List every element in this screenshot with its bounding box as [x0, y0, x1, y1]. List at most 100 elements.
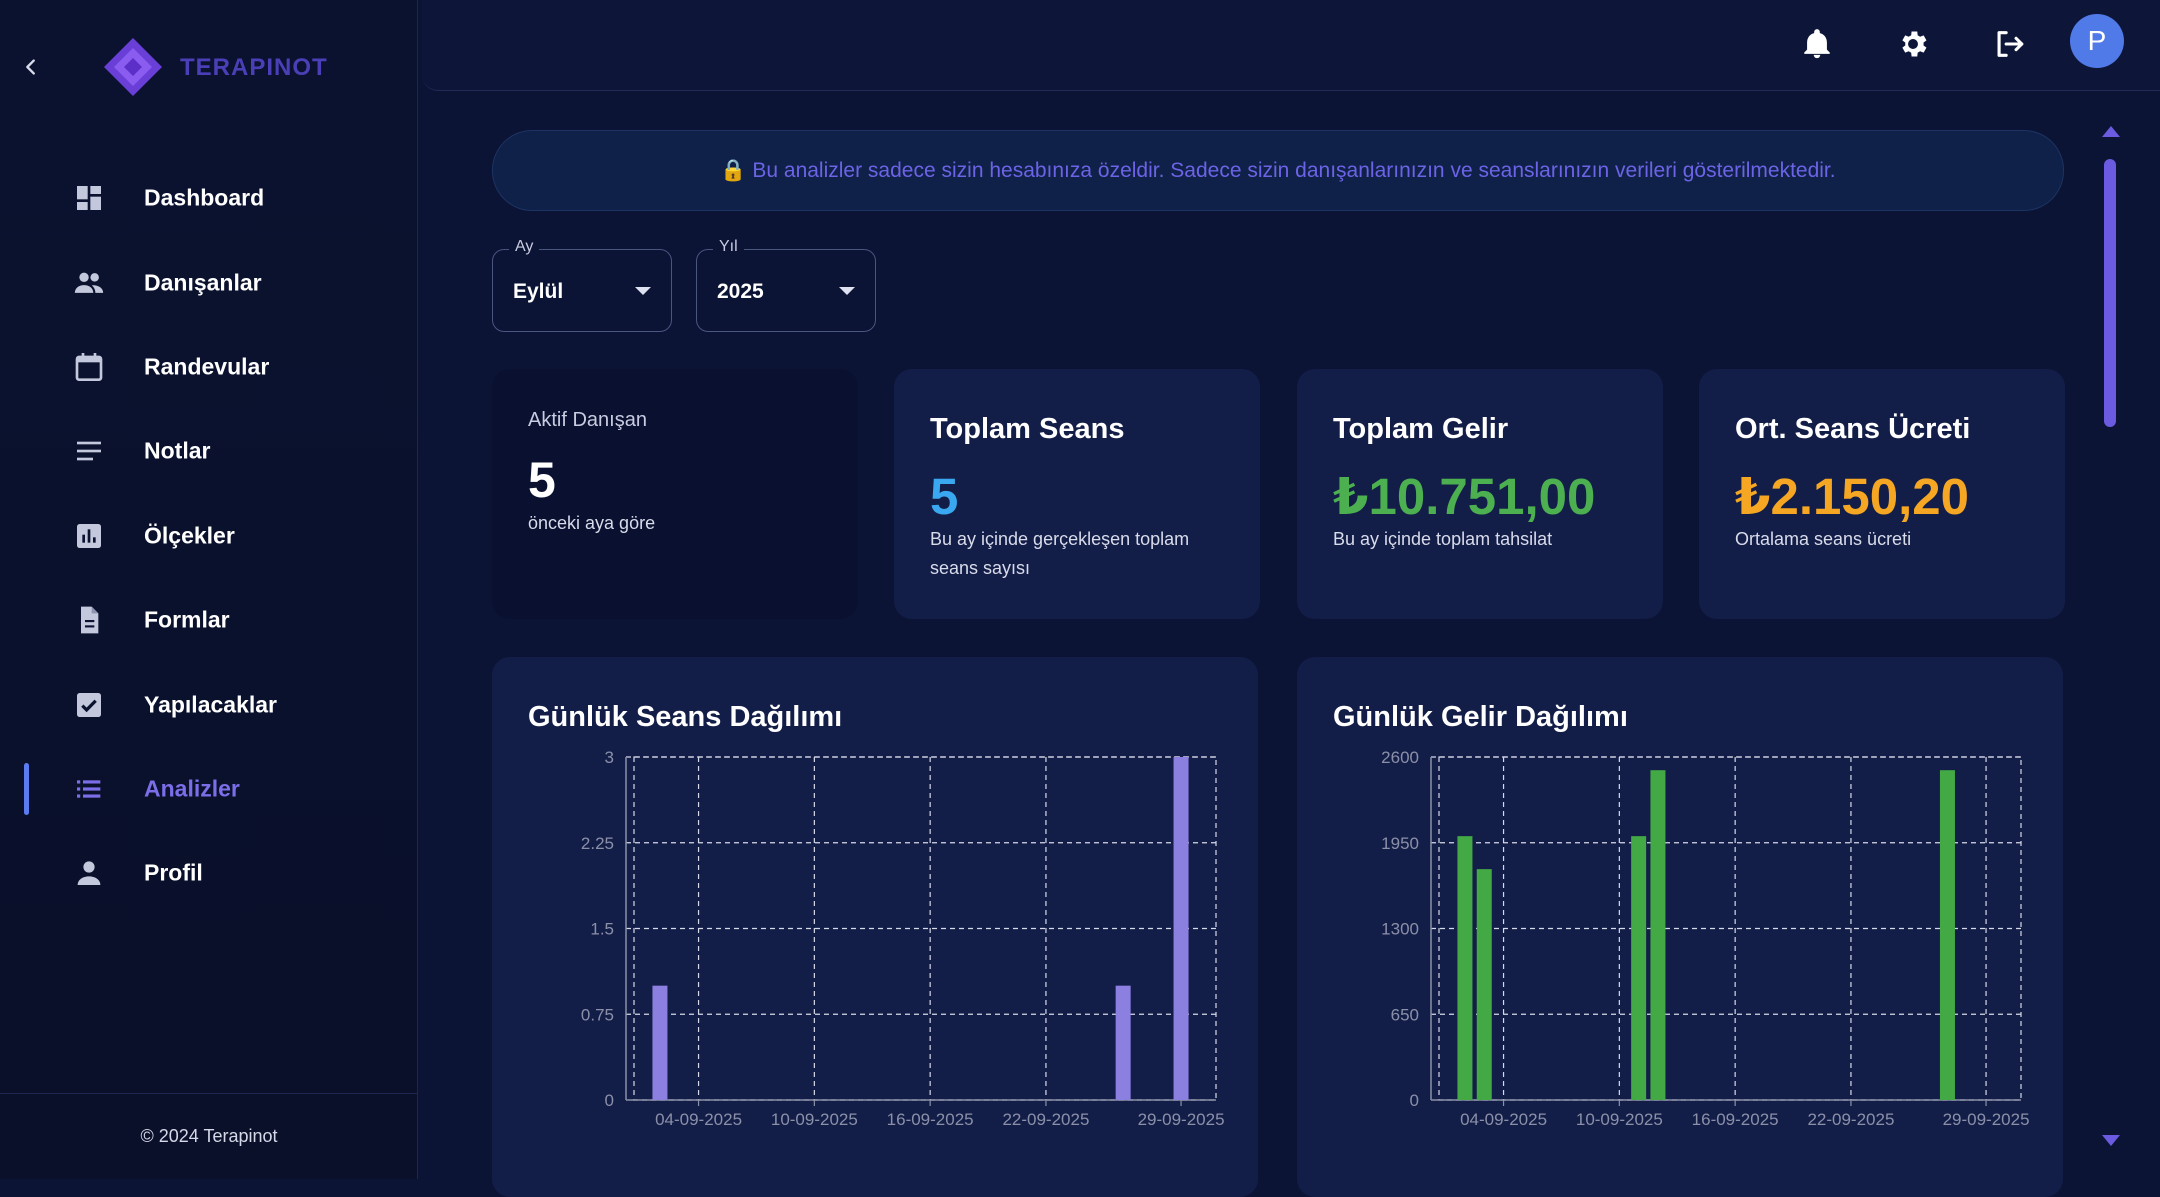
bar-chart-icon — [72, 519, 106, 553]
x-tick-label: 22-09-2025 — [1002, 1110, 1089, 1129]
settings-button[interactable] — [1891, 22, 1935, 66]
x-tick-label: 04-09-2025 — [1460, 1110, 1547, 1129]
sidebar-item-formlar[interactable]: Formlar — [0, 578, 418, 662]
y-tick-label: 0 — [605, 1091, 614, 1110]
banner-text: 🔒 Bu analizler sadece sizin hesabınıza ö… — [720, 158, 1836, 182]
stat-subtitle: Ortalama seans ücreti — [1735, 529, 1912, 549]
sidebar-item-danisanlar[interactable]: Danışanlar — [0, 240, 418, 324]
y-tick-label: 2.25 — [581, 834, 614, 853]
bar — [1650, 770, 1666, 1100]
copyright-text: © 2024 Terapinot — [140, 1126, 278, 1146]
sidebar-item-profil[interactable]: Profil — [0, 831, 418, 915]
logo-icon — [104, 38, 162, 96]
y-tick-label: 2600 — [1381, 748, 1419, 767]
avatar[interactable]: P — [2070, 14, 2124, 68]
sidebar-item-label: Dashboard — [144, 184, 265, 211]
stat-card-avg-fee: Ort. Seans Ücreti ₺2.150,20 Ortalama sea… — [1699, 369, 2065, 619]
x-tick-label: 29-09-2025 — [1138, 1110, 1225, 1129]
stat-title: Ort. Seans Ücreti — [1735, 413, 1971, 445]
scroll-down-arrow-icon[interactable] — [2102, 1135, 2120, 1146]
sessions-bar-chart: 0 0.75 1.5 2.25 3 04-09-2025 10-09-2025 16-09-2… — [581, 748, 1225, 1129]
sidebar-item-randevular[interactable]: Randevular — [0, 325, 418, 409]
month-select-label: Ay — [509, 238, 540, 256]
bar — [1115, 985, 1131, 1100]
stat-value: 5 — [930, 468, 959, 525]
bell-icon — [1804, 29, 1830, 59]
dropdown-arrow-icon — [635, 287, 651, 295]
sidebar-item-label: Formlar — [144, 606, 230, 633]
bar — [1457, 836, 1473, 1100]
x-tick-label: 22-09-2025 — [1807, 1110, 1894, 1129]
x-tick-label: 10-09-2025 — [1576, 1110, 1663, 1129]
chart-title: Günlük Seans Dağılımı — [528, 701, 843, 733]
checkbox-icon — [72, 688, 106, 722]
chevron-left-icon — [26, 59, 35, 75]
dashboard-icon — [72, 181, 106, 215]
notes-icon — [72, 434, 106, 468]
people-icon — [72, 266, 106, 300]
sidebar-item-label: Yapılacaklar — [144, 691, 277, 718]
scroll-up-arrow-icon[interactable] — [2102, 126, 2120, 137]
active-indicator — [24, 762, 29, 815]
notifications-button[interactable] — [1795, 22, 1839, 66]
sidebar-item-yapilacaklar[interactable]: Yapılacaklar — [0, 662, 418, 746]
calendar-icon — [72, 350, 106, 384]
x-tick-label: 04-09-2025 — [655, 1110, 742, 1129]
bar — [1173, 757, 1189, 1100]
stat-card-total-income: Toplam Gelir ₺10.751,00 Bu ay içinde top… — [1297, 369, 1663, 619]
collapse-sidebar-button[interactable] — [14, 50, 48, 84]
y-tick-label: 1950 — [1381, 834, 1419, 853]
year-select[interactable]: Yıl 2025 — [696, 238, 876, 332]
person-icon — [72, 856, 106, 890]
y-tick-label: 0 — [1410, 1091, 1419, 1110]
x-tick-label: 10-09-2025 — [771, 1110, 858, 1129]
stat-title: Toplam Gelir — [1333, 413, 1509, 445]
logout-button[interactable] — [1987, 22, 2031, 66]
sidebar-item-dashboard[interactable]: Dashboard — [0, 156, 418, 240]
stat-value: ₺2.150,20 — [1735, 468, 1970, 525]
list-icon — [72, 772, 106, 806]
avatar-initial: P — [2087, 25, 2107, 56]
y-tick-label: 0.75 — [581, 1005, 614, 1024]
bar — [1939, 770, 1955, 1100]
sidebar-item-label: Notlar — [144, 437, 211, 464]
y-tick-label: 1.5 — [590, 920, 614, 939]
y-tick-label: 3 — [605, 748, 614, 767]
year-select-value: 2025 — [717, 280, 764, 303]
income-bar-chart: 0 650 1300 1950 2600 04-09-2025 10-09-2025 16-0… — [1381, 748, 2030, 1129]
stat-subtitle: önceki aya göre — [528, 513, 656, 533]
sidebar-item-label: Analizler — [144, 775, 240, 802]
sidebar-item-label: Profil — [144, 859, 203, 886]
chart-card-daily-income: Günlük Gelir Dağılımı 0 650 1300 1950 2600 04… — [1297, 657, 2063, 1197]
logout-icon — [1997, 31, 2024, 57]
document-icon — [72, 603, 106, 637]
gear-icon — [1902, 31, 1927, 57]
scrollbar-thumb[interactable] — [2104, 159, 2116, 427]
scrollbar[interactable] — [2098, 126, 2120, 1146]
year-select-label: Yıl — [713, 238, 744, 256]
sidebar-item-label: Danışanlar — [144, 269, 262, 296]
stat-subtitle: Bu ay içinde gerçekleşen toplam seans sa… — [930, 529, 1190, 578]
stat-title: Aktif Danışan — [528, 409, 647, 431]
chart-title: Günlük Gelir Dağılımı — [1333, 701, 1628, 733]
x-tick-label: 16-09-2025 — [1692, 1110, 1779, 1129]
y-tick-label: 1300 — [1381, 920, 1419, 939]
stat-value: ₺10.751,00 — [1333, 468, 1596, 525]
sidebar-nav: Dashboard Danışanlar Randevular Notlar Ö… — [0, 156, 418, 916]
sidebar-item-olcekler[interactable]: Ölçekler — [0, 494, 418, 578]
sidebar-footer: © 2024 Terapinot — [0, 1093, 418, 1179]
bar — [1476, 869, 1492, 1100]
sidebar-item-label: Randevular — [144, 353, 270, 380]
x-tick-label: 29-09-2025 — [1943, 1110, 2030, 1129]
month-select-value: Eylül — [513, 280, 564, 303]
sidebar-item-notlar[interactable]: Notlar — [0, 409, 418, 493]
stat-value: 5 — [528, 452, 556, 508]
privacy-banner: 🔒 Bu analizler sadece sizin hesabınıza ö… — [492, 130, 2064, 211]
y-tick-label: 650 — [1391, 1005, 1419, 1024]
month-select[interactable]: Ay Eylül — [492, 238, 672, 332]
x-tick-label: 16-09-2025 — [887, 1110, 974, 1129]
stat-card-total-sessions: Toplam Seans 5 Bu ay içinde gerçekleşen … — [894, 369, 1260, 619]
stat-card-active-clients: Aktif Danışan 5 önceki aya göre — [492, 369, 858, 619]
dropdown-arrow-icon — [839, 287, 855, 295]
sidebar-item-analizler[interactable]: Analizler — [0, 747, 418, 831]
